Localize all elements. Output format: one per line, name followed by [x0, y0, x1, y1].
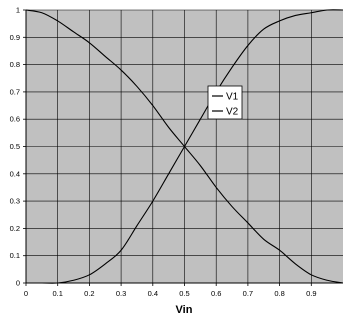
y-tick-label: 0.8 [10, 60, 20, 69]
x-tick-label: 0.8 [274, 289, 284, 298]
x-tick-label: 0.2 [84, 289, 94, 298]
x-tick-label: 0.3 [116, 289, 126, 298]
legend-label-v1: V1 [226, 92, 239, 103]
grid-lines [26, 9, 343, 283]
y-tick-label: 0.2 [10, 224, 20, 233]
y-tick-label: 0 [16, 279, 20, 288]
x-tick-label: 0.4 [148, 289, 158, 298]
x-axis-title: Vin [176, 304, 193, 316]
legend: V1 V2 [207, 85, 243, 120]
y-tick-label: 0.5 [10, 142, 20, 151]
series-layer [25, 9, 343, 284]
y-tick-label: 1 [16, 6, 20, 15]
y-axis-ticks: 0 0.1 0.2 0.3 0.4 0.5 0.6 0.7 0.8 0.9 1 [10, 6, 27, 288]
x-tick-label: 0.6 [211, 289, 221, 298]
x-tick-label: 0.1 [52, 289, 62, 298]
series-line-v2 [25, 9, 343, 284]
legend-box [207, 85, 243, 120]
legend-label-v2: V2 [226, 107, 239, 118]
x-tick-label: 0 [24, 289, 28, 298]
y-tick-label: 0.7 [10, 87, 20, 96]
y-tick-label: 0.9 [10, 33, 20, 42]
x-tick-label: 0.9 [306, 289, 316, 298]
y-tick-label: 0.1 [10, 251, 20, 260]
y-tick-label: 0.3 [10, 197, 20, 206]
y-tick-label: 0.6 [10, 115, 20, 124]
x-tick-label: 0.5 [179, 289, 189, 298]
x-tick-label: 0.7 [243, 289, 253, 298]
x-axis-ticks: 0 0.1 0.2 0.3 0.4 0.5 0.6 0.7 0.8 0.9 [24, 282, 343, 298]
y-tick-label: 0.4 [10, 169, 20, 178]
